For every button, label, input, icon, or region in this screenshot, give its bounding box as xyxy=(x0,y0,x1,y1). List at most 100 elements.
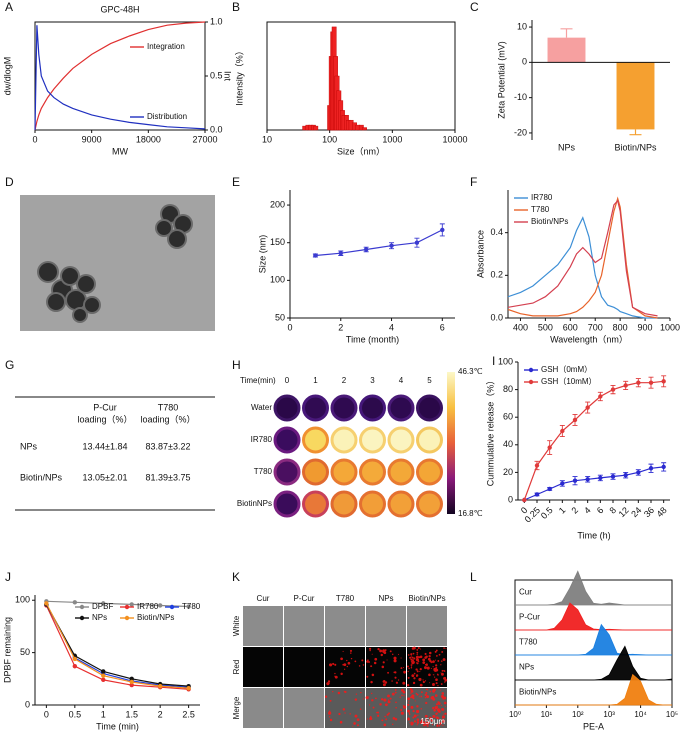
fluorescence-spot xyxy=(410,705,414,709)
fluorescence-spot xyxy=(392,653,394,656)
fluorescence-spot xyxy=(334,672,336,675)
fluorescence-spot xyxy=(435,659,437,661)
fluorescence-spot xyxy=(427,657,431,661)
fluorescence-spot xyxy=(435,682,438,685)
fluorescence-spot xyxy=(432,683,435,686)
x-tick-label: 1000 xyxy=(382,134,402,144)
y-tick-label: 0.0 xyxy=(490,312,503,322)
image-tile xyxy=(407,688,447,728)
thermal-well xyxy=(330,426,358,454)
fluorescence-spot xyxy=(418,677,422,682)
fluorescence-spot xyxy=(415,709,420,714)
fluorescence-spot xyxy=(423,724,426,727)
fluorescence-spot xyxy=(338,712,341,716)
fluorescence-spot xyxy=(424,724,427,726)
x-tick-label: 10000 xyxy=(442,134,467,144)
marker xyxy=(661,379,666,384)
marker xyxy=(560,481,565,486)
fluorescence-spot xyxy=(409,656,412,659)
fluorescence-spot xyxy=(387,700,391,704)
fluorescence-spot xyxy=(419,670,421,672)
thermal-well xyxy=(273,426,301,454)
fluorescence-spot xyxy=(372,706,375,709)
particle xyxy=(157,221,171,235)
column-label: NPs xyxy=(378,594,393,603)
fluorescence-spot xyxy=(369,717,373,721)
fluorescence-spot xyxy=(428,651,432,655)
particle xyxy=(48,294,64,310)
fluorescence-spot xyxy=(334,663,337,666)
series-line xyxy=(507,216,658,319)
thermal-well xyxy=(387,490,415,518)
fluorescence-spot xyxy=(366,675,369,678)
fluorescence-spot xyxy=(407,703,410,706)
fluorescence-spot xyxy=(395,701,397,704)
color-bar-min: 16.8℃ xyxy=(458,509,483,518)
y-axis-label: Absorbance xyxy=(475,230,485,278)
fluorescence-spot xyxy=(431,695,435,700)
marker xyxy=(534,492,540,497)
fluorescence-spot xyxy=(334,675,338,679)
fluorescence-spot xyxy=(379,649,383,653)
thermal-well xyxy=(416,426,443,454)
panel-label: I xyxy=(492,354,495,368)
fluorescence-spot xyxy=(423,721,426,724)
fluorescence-spot xyxy=(444,681,446,683)
marker xyxy=(414,240,420,245)
fluorescence-spot xyxy=(366,660,369,663)
x-tick-label: 0 xyxy=(32,134,37,144)
fluorescence-spot xyxy=(403,670,407,674)
row-label: Red xyxy=(232,660,241,675)
x-tick-label: 100 xyxy=(322,134,337,144)
x-axis-label: Wavelength（nm） xyxy=(550,334,628,344)
y-tick-label: 0.2 xyxy=(490,270,503,280)
fluorescence-spot xyxy=(391,692,395,696)
fluorescence-spot xyxy=(332,691,334,693)
fluorescence-spot xyxy=(387,699,390,701)
marker xyxy=(101,601,106,606)
y-tick-label: 20 xyxy=(503,467,513,477)
image-tile xyxy=(325,647,365,687)
series-line xyxy=(315,229,443,257)
marker xyxy=(522,497,527,503)
fluorescence-spot xyxy=(432,660,435,663)
panel-label: A xyxy=(5,0,13,14)
fluorescence-spot xyxy=(444,706,446,708)
table-cell: 13.05±2.01 xyxy=(83,472,128,482)
x-tick-label: 1000 xyxy=(660,322,680,332)
fluorescence-spot xyxy=(410,660,412,662)
fluorescence-spot xyxy=(339,720,343,724)
fluorescence-spot xyxy=(415,692,418,695)
marker xyxy=(610,474,616,479)
fluorescence-spot xyxy=(392,717,396,720)
fluorescence-spot xyxy=(344,668,346,670)
x-tick-label: 10¹ xyxy=(541,710,553,719)
fluorescence-spot xyxy=(439,722,442,725)
x-axis-label: MW xyxy=(112,146,128,156)
legend-label: T780 xyxy=(182,602,201,611)
fluorescence-spot xyxy=(342,650,344,652)
fluorescence-spot xyxy=(384,715,386,718)
x-tick-label: 27000 xyxy=(192,134,217,144)
fluorescence-spot xyxy=(371,692,373,695)
fluorescence-spot xyxy=(343,663,347,667)
x-tick-label: NPs xyxy=(558,142,576,152)
marker xyxy=(72,664,78,669)
y-tick-label: 100 xyxy=(498,356,513,366)
x-tick-label: 6 xyxy=(440,322,445,332)
fluorescence-spot xyxy=(434,694,438,697)
fluorescence-spot xyxy=(422,661,426,664)
particle xyxy=(162,206,178,222)
fluorescence-spot xyxy=(367,696,369,698)
y-tick-label: 50 xyxy=(275,312,285,322)
row-label: White xyxy=(232,615,241,636)
fluorescence-spot xyxy=(432,706,435,710)
column-label: P-Cur xyxy=(294,594,315,603)
x-axis-label: Time (min) xyxy=(96,721,139,731)
marker xyxy=(389,243,394,248)
panel-label: H xyxy=(232,358,241,372)
fluorescence-spot xyxy=(387,694,390,698)
fluorescence-spot xyxy=(403,672,406,674)
fluorescence-spot xyxy=(384,681,388,684)
marker xyxy=(648,466,654,471)
